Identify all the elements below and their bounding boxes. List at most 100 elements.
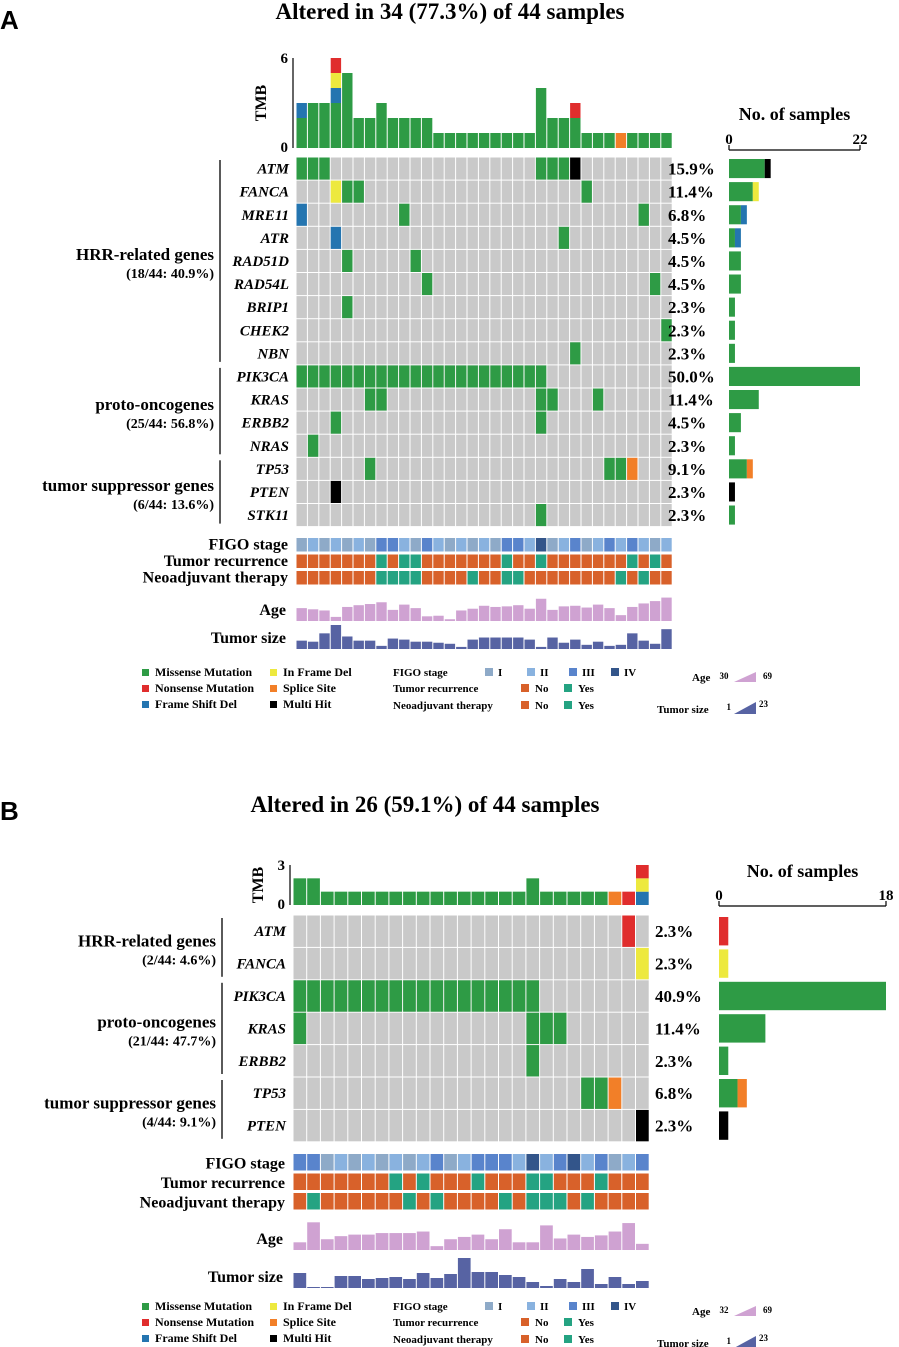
oncoplot-cell: [558, 365, 570, 388]
neoadjuvant-cell: [334, 1193, 348, 1210]
tmb-bar: [570, 103, 581, 118]
tumor-size-bar: [485, 1272, 498, 1288]
oncoplot-cell: [627, 504, 638, 527]
oncoplot-cell: [353, 480, 364, 503]
figo-cell: [622, 1154, 635, 1171]
legend-size-max: 23: [759, 699, 769, 709]
oncoplot-cell: [478, 273, 490, 296]
recurrence-cell: [296, 554, 307, 568]
oncoplot-cell: [649, 342, 661, 365]
oncoplot-cell: [558, 388, 570, 411]
oncoplot-cell: [403, 915, 416, 947]
mutation-cell-mre11: [399, 203, 410, 226]
age-bar: [296, 608, 307, 621]
gene-percent: 40.9%: [655, 987, 702, 1006]
tumor-size-bar: [638, 640, 649, 649]
neoadjuvant-cell: [478, 571, 490, 585]
oncoplot-cell: [444, 342, 456, 365]
oncoplot-cell: [558, 457, 570, 480]
legend-mutation-label: Splice Site: [283, 1315, 337, 1329]
oncoplot-cell: [421, 296, 433, 319]
oncoplot-cell: [535, 226, 547, 249]
age-bar: [513, 605, 524, 621]
tmb-bar: [307, 103, 319, 148]
tmb-bar: [622, 891, 635, 905]
oncoplot-cell: [513, 480, 524, 503]
oncoplot-cell: [421, 457, 433, 480]
age-bar: [387, 609, 399, 621]
age-bar: [581, 607, 592, 621]
recurrence-cell: [547, 554, 558, 568]
recurrence-cell: [615, 554, 627, 568]
legend-age-max: 69: [763, 671, 773, 681]
oncoplot-cell: [307, 915, 320, 947]
oncoplot-cell: [444, 480, 456, 503]
oncoplot-cell: [604, 480, 615, 503]
oncoplot-cell: [330, 388, 342, 411]
oncoplot-cell: [570, 249, 581, 272]
mutation-cell-pik3ca: [467, 365, 478, 388]
recurrence-cell: [293, 1173, 307, 1190]
oncoplot-cell: [649, 249, 661, 272]
tmb-bar: [471, 891, 485, 905]
oncoplot-cell: [353, 273, 364, 296]
oncoplot-cell: [540, 915, 553, 947]
oncoplot-cell: [524, 180, 535, 203]
oncoplot-cell: [581, 388, 592, 411]
neoadjuvant-cell: [592, 571, 604, 585]
mutation-cell-tp53: [364, 457, 376, 480]
oncoplot-cell: [524, 249, 535, 272]
mutation-cell-pik3ca: [430, 980, 444, 1012]
oncoplot-cell: [330, 203, 342, 226]
oncoplot-cell: [570, 273, 581, 296]
oncoplot-cell: [375, 1077, 389, 1109]
sample-count-bar: [746, 459, 753, 479]
age-bar: [457, 1236, 471, 1250]
neoadjuvant-cell: [594, 1193, 608, 1210]
oncoplot-cell: [490, 319, 501, 342]
oncoplot-cell: [362, 1012, 375, 1045]
legend-figo-level: IV: [624, 667, 636, 679]
mutation-cell-pik3ca: [296, 365, 307, 388]
tumor-size-label: Tumor size: [208, 1269, 283, 1286]
oncoplot-cell: [319, 457, 330, 480]
oncoplot-cell: [364, 342, 376, 365]
age-bar: [608, 1231, 622, 1250]
sample-count-bar: [729, 182, 753, 202]
neoadjuvant-cell: [362, 1193, 375, 1210]
oncoplot-cell: [661, 157, 672, 180]
tumor-size-bar: [307, 641, 319, 649]
oncoplot-cell: [307, 504, 319, 527]
oncoplot-cell: [471, 1077, 485, 1109]
oncoplot-cell: [615, 319, 627, 342]
mutation-cell-pik3ca: [485, 980, 498, 1012]
oncoplot-cell: [387, 296, 399, 319]
oncoplot-cell: [501, 342, 513, 365]
oncoplot-cell: [524, 411, 535, 434]
oncoplot-cell: [444, 1077, 457, 1109]
mutation-cell-pik3ca: [433, 365, 444, 388]
mutation-cell-atm: [547, 157, 558, 180]
oncoplot-cell: [570, 411, 581, 434]
oncoplot-cell: [456, 157, 467, 180]
recurrence-cell: [375, 1173, 389, 1190]
oncoplot-cell: [570, 434, 581, 457]
mutation-cell-erbb2: [330, 411, 342, 434]
gene-label: TP53: [256, 462, 290, 478]
oncoplot-cell: [307, 1077, 320, 1109]
tmb-bar: [296, 103, 307, 118]
oncoplot-cell: [387, 203, 399, 226]
oncoplot-cell: [307, 180, 319, 203]
oncoplot-cell: [581, 947, 594, 980]
clinical-label: Tumor recurrence: [164, 553, 288, 570]
recurrence-cell: [499, 1173, 512, 1190]
oncoplot-cell: [661, 296, 672, 319]
legend-swatch-yes: [564, 1335, 572, 1343]
oncoplot-cell: [307, 1012, 320, 1045]
neoadjuvant-cell: [526, 1193, 540, 1210]
age-bar: [490, 606, 501, 621]
legend-swatch-no: [521, 1318, 529, 1326]
tmb-bar: [320, 891, 334, 905]
oncoplot-cell: [307, 342, 319, 365]
oncoplot-cell: [433, 296, 444, 319]
